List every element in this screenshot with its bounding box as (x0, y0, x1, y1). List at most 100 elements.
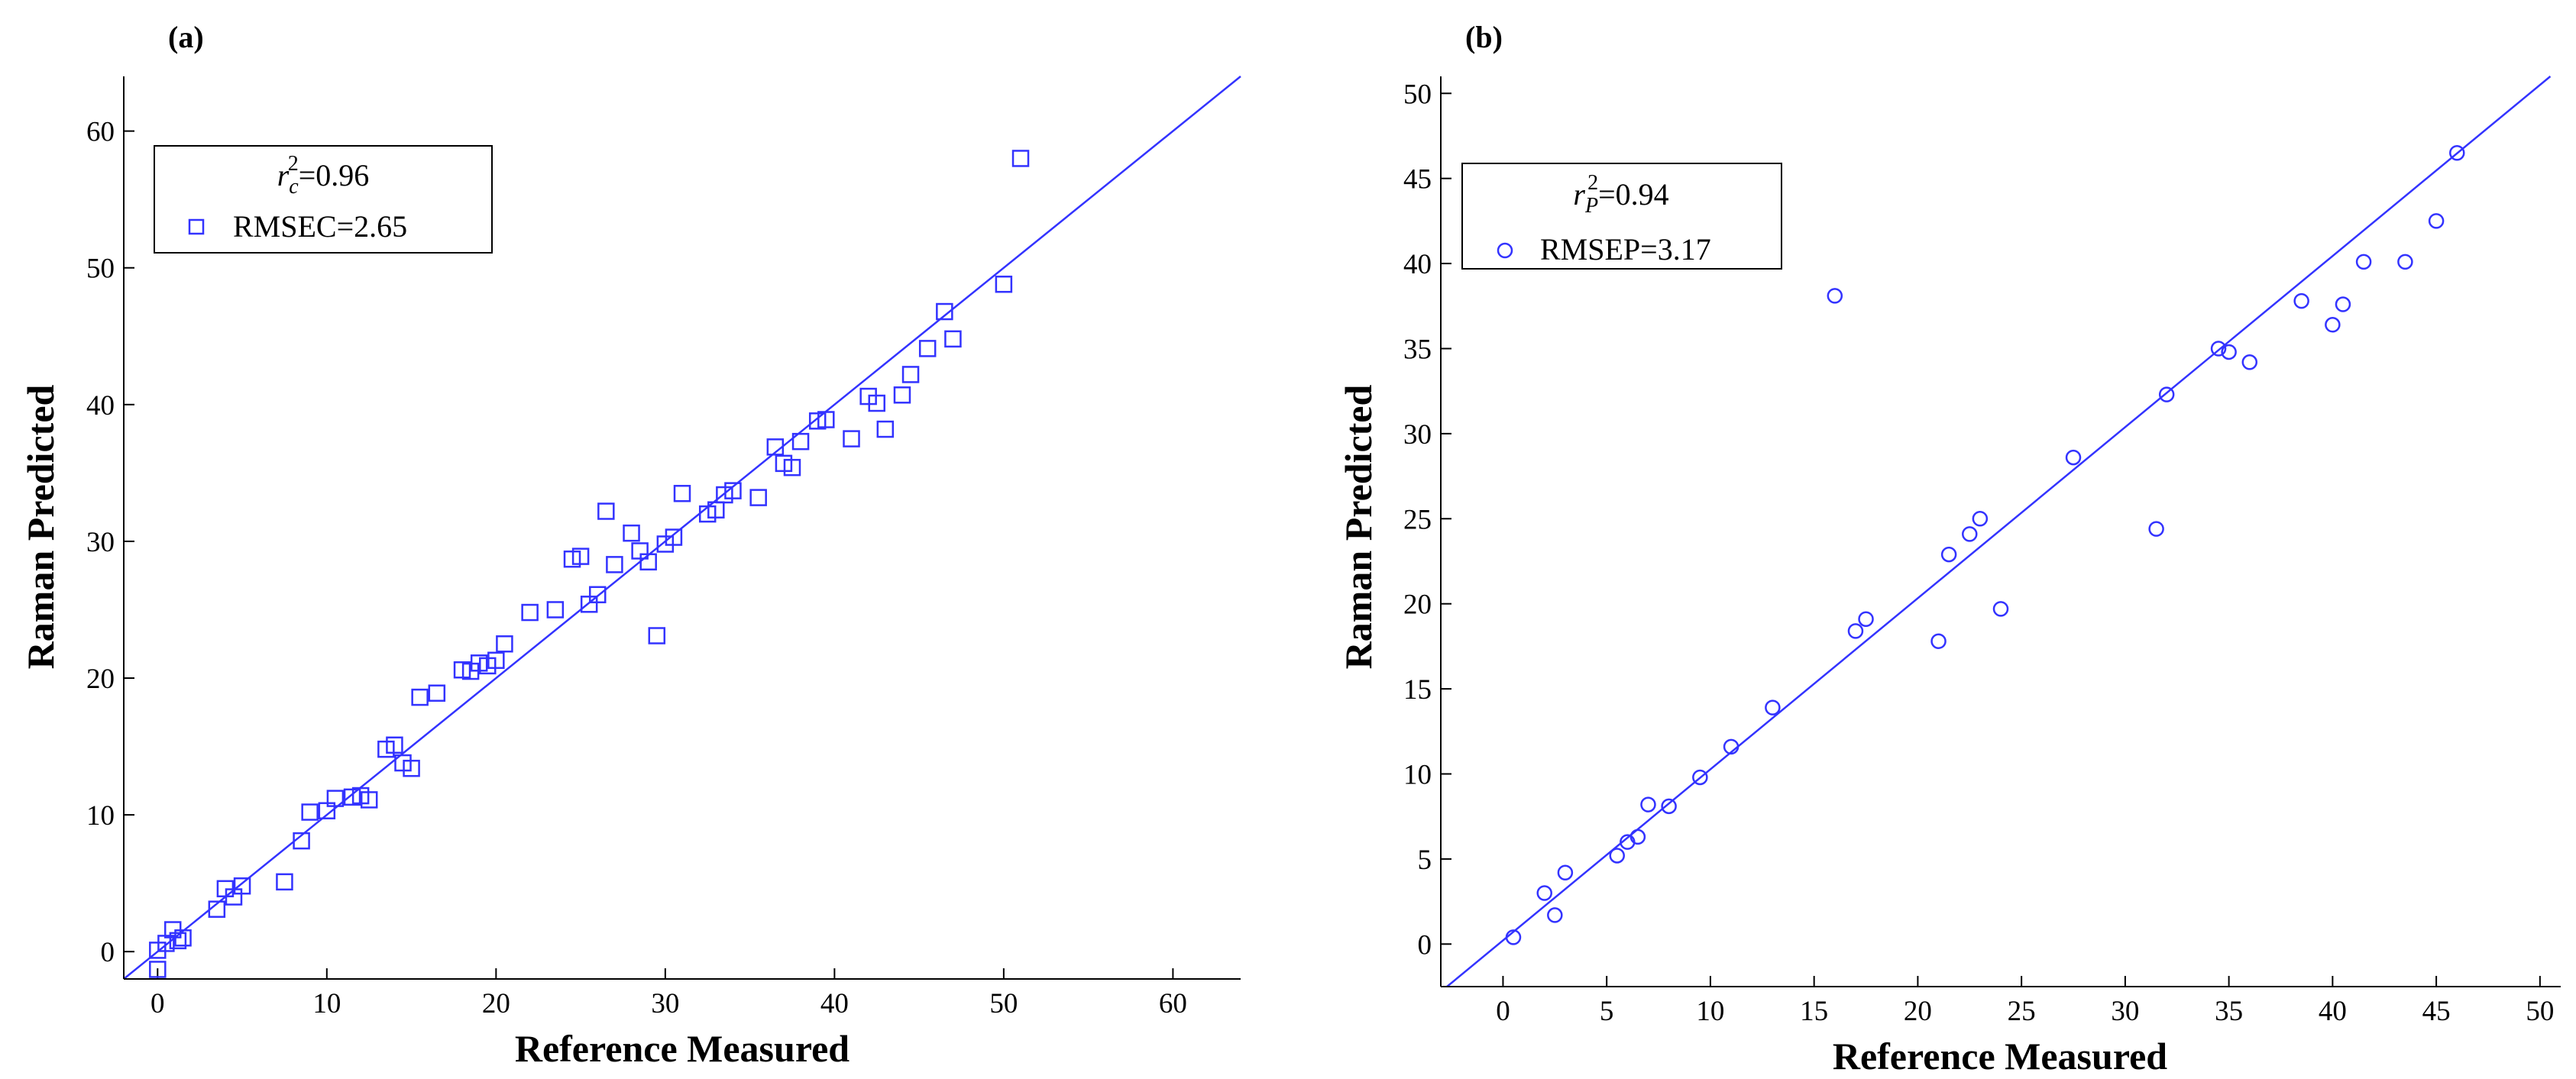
x-tick-label: 30 (2111, 996, 2139, 1027)
panel-b-legend-error: RMSEP=3.17 (1540, 232, 1711, 267)
data-point (1723, 738, 1739, 755)
data-point (2449, 145, 2465, 161)
y-tick-label: 25 (1403, 504, 1432, 535)
panel-b-chart: (b) 0 5 10 15 20 25 30 35 40 45 50 0 5 10 15 20 25 30 35 40… (1337, 20, 2561, 1077)
panel-a-ticks: 0 10 20 30 40 50 60 0 10 20 30 40 50 60 (86, 117, 1187, 1019)
data-point (995, 275, 1013, 293)
data-point (817, 411, 835, 428)
data-point (1505, 929, 1522, 945)
data-point (1557, 864, 1574, 880)
data-point (639, 553, 657, 571)
y-tick-label: 50 (86, 254, 115, 285)
y-tick-label: 5 (1418, 845, 1432, 876)
data-point (876, 420, 895, 438)
panel-a-legend-r2: rc2=0.96 (277, 152, 370, 199)
data-point (2065, 449, 2082, 466)
x-tick-label: 60 (1159, 988, 1187, 1019)
y-tick-label: 10 (86, 800, 115, 832)
data-point (673, 484, 691, 502)
data-point (149, 961, 167, 978)
data-point (1972, 511, 1989, 527)
data-point (1992, 601, 2009, 617)
panel-b-label: (b) (1465, 20, 1503, 54)
panel-b-r2-symbol: r (1573, 177, 1585, 212)
data-point (496, 635, 513, 653)
data-point (2397, 254, 2413, 270)
x-tick-label: 20 (482, 988, 510, 1019)
panel-b-x-axis-title: Reference Measured (1833, 1035, 2167, 1077)
data-point (1765, 699, 1781, 716)
panel-a-legend-box (154, 145, 493, 254)
data-point (2293, 292, 2309, 309)
y-tick-label: 40 (1403, 249, 1432, 280)
x-tick-label: 5 (1600, 996, 1614, 1027)
panel-b-y-axis-title: Raman Predicted (1337, 384, 1380, 669)
y-tick-label: 40 (86, 390, 115, 422)
data-point (1547, 907, 1563, 923)
data-point (1962, 526, 1978, 542)
data-point (386, 736, 403, 754)
data-point (724, 482, 742, 499)
data-point (411, 688, 429, 706)
data-point (208, 900, 226, 918)
data-point (1536, 885, 1552, 901)
panel-a-r2-sup: 2 (288, 152, 299, 176)
data-point (293, 832, 310, 850)
panel-b-r2-sup: 2 (1587, 171, 1598, 195)
data-point (901, 366, 920, 383)
y-tick-label: 0 (1418, 929, 1432, 961)
data-point (428, 684, 446, 702)
data-point (1661, 798, 1677, 815)
data-point (606, 556, 623, 573)
data-point (766, 438, 785, 456)
data-point (2148, 521, 2164, 537)
panel-a-r2-value: =0.96 (299, 158, 370, 192)
x-tick-label: 10 (1696, 996, 1724, 1027)
data-point (2335, 296, 2351, 312)
data-point (2325, 317, 2341, 333)
data-point (326, 790, 345, 807)
data-point (2355, 254, 2372, 270)
x-tick-label: 0 (150, 988, 165, 1019)
data-point (1858, 611, 1874, 627)
data-point (1011, 150, 1030, 167)
y-tick-label: 0 (101, 937, 115, 968)
y-tick-label: 60 (86, 117, 115, 148)
x-tick-label: 45 (2422, 996, 2451, 1027)
data-point (665, 528, 683, 546)
panel-b-r2-sub: P (1584, 194, 1598, 218)
data-point (2241, 354, 2258, 370)
data-point (174, 929, 192, 947)
data-point (1847, 623, 1864, 639)
panel-b-legend-r2: rP2=0.94 (1573, 171, 1668, 218)
y-tick-label: 20 (86, 664, 115, 695)
x-tick-label: 30 (651, 988, 679, 1019)
data-point (2210, 341, 2227, 357)
x-tick-label: 0 (1496, 996, 1510, 1027)
panel-b-ticks: 0 5 10 15 20 25 30 35 40 45 50 0 5 10 15 20 25 30 35 40 45 50 (1403, 79, 2554, 1027)
panel-a-r2-symbol: r (277, 158, 290, 192)
data-point (783, 458, 801, 477)
y-tick-label: 10 (1403, 759, 1432, 790)
x-tick-label: 50 (989, 988, 1018, 1019)
panel-a-y-axis-title: Raman Predicted (19, 384, 62, 669)
data-point (360, 791, 378, 809)
panel-b-points (1505, 145, 2465, 945)
data-point (276, 873, 293, 891)
data-point (2221, 344, 2237, 360)
data-point (648, 627, 666, 644)
data-point (1692, 769, 1708, 786)
data-point (918, 340, 937, 357)
data-point (546, 601, 565, 619)
data-point (2158, 386, 2175, 402)
y-tick-label: 35 (1403, 334, 1432, 365)
data-point (1629, 829, 1646, 845)
data-point (301, 803, 319, 821)
data-point (403, 759, 420, 777)
data-point (1940, 546, 1957, 563)
x-tick-label: 15 (1800, 996, 1828, 1027)
x-tick-label: 20 (1904, 996, 1932, 1027)
y-tick-label: 30 (1403, 419, 1432, 451)
data-point (588, 586, 607, 604)
panel-a-legend: rc2=0.96 RMSEC=2.65 (154, 145, 493, 254)
